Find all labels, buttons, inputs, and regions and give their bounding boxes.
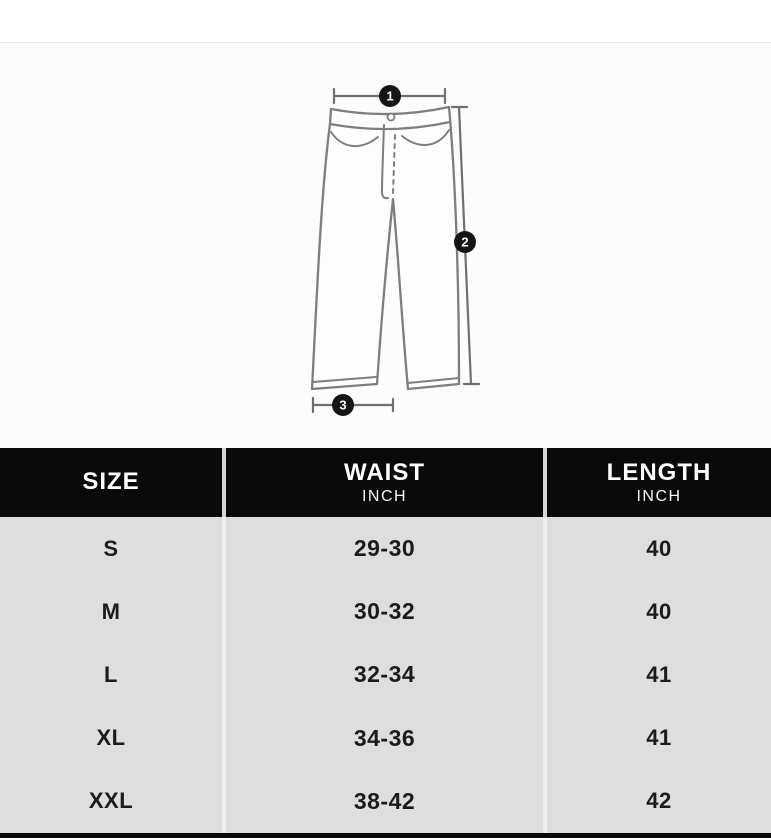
cell-waist: 32-34 [222,643,543,707]
header-size-label: SIZE [82,468,140,496]
left-hem-line [312,376,377,383]
cell-size: M [101,598,121,624]
header-length-label: LENGTH [606,458,712,486]
hem-measure-line: 3 [311,394,395,416]
cell-length: 40 [543,580,771,644]
header-cell-waist: WAIST INCH [222,448,543,517]
top-white-band [0,0,771,42]
marker-2-label: 2 [461,235,468,250]
pants-silhouette [310,105,461,391]
cell-waist: 34-36 [222,706,543,770]
cell-waist: 29-30 [222,517,543,581]
pants-measurement-diagram: 1 2 3 [0,42,771,448]
header-cell-size: SIZE [0,448,222,517]
cell-length: 40 [543,517,771,581]
marker-1-badge [379,85,401,107]
table-row-s: S 29-30 40 [0,517,771,581]
left-pocket-line [330,131,379,147]
marker-3-badge [332,394,354,416]
waistband-line [328,120,452,131]
header-waist-unit: INCH [361,487,408,505]
pants-button [386,112,396,122]
table-body: S 29-30 40 M 30-32 40 L 32-34 41 XL 34-3… [0,517,771,833]
cell-length: 41 [543,706,771,770]
right-pocket-line [401,129,450,146]
cell-length: 42 [543,769,771,833]
waist-measure-line: 1 [332,85,447,107]
cell-size: L [104,661,118,687]
table-row-l: L 32-34 41 [0,643,771,707]
length-measure-line: 2 [450,105,481,386]
marker-2-badge [454,231,476,253]
table-header-row: SIZE WAIST INCH LENGTH INCH [0,448,771,517]
pants-diagram-svg: 1 2 3 [310,85,481,416]
table-row-xl: XL 34-36 41 [0,706,771,770]
cell-size: XXL [88,788,134,814]
cell-size: XL [96,725,126,751]
cell-waist: 38-42 [222,769,543,833]
table-row-xxl: XXL 38-42 42 [0,769,771,833]
cell-waist: 30-32 [222,580,543,644]
fly-stitch-dashed [392,134,396,194]
size-chart-table: SIZE WAIST INCH LENGTH INCH S 29-30 40 M… [0,448,771,838]
header-length-unit: INCH [636,487,682,505]
marker-1-label: 1 [386,89,393,104]
cell-length: 41 [543,643,771,707]
right-hem-line [407,377,460,384]
table-row-m: M 30-32 40 [0,580,771,644]
fly-line [380,124,389,200]
cell-size: S [103,535,119,561]
marker-3-label: 3 [339,398,346,413]
header-cell-length: LENGTH INCH [543,448,771,517]
header-waist-label: WAIST [344,458,425,486]
bottom-black-strip [0,832,771,838]
